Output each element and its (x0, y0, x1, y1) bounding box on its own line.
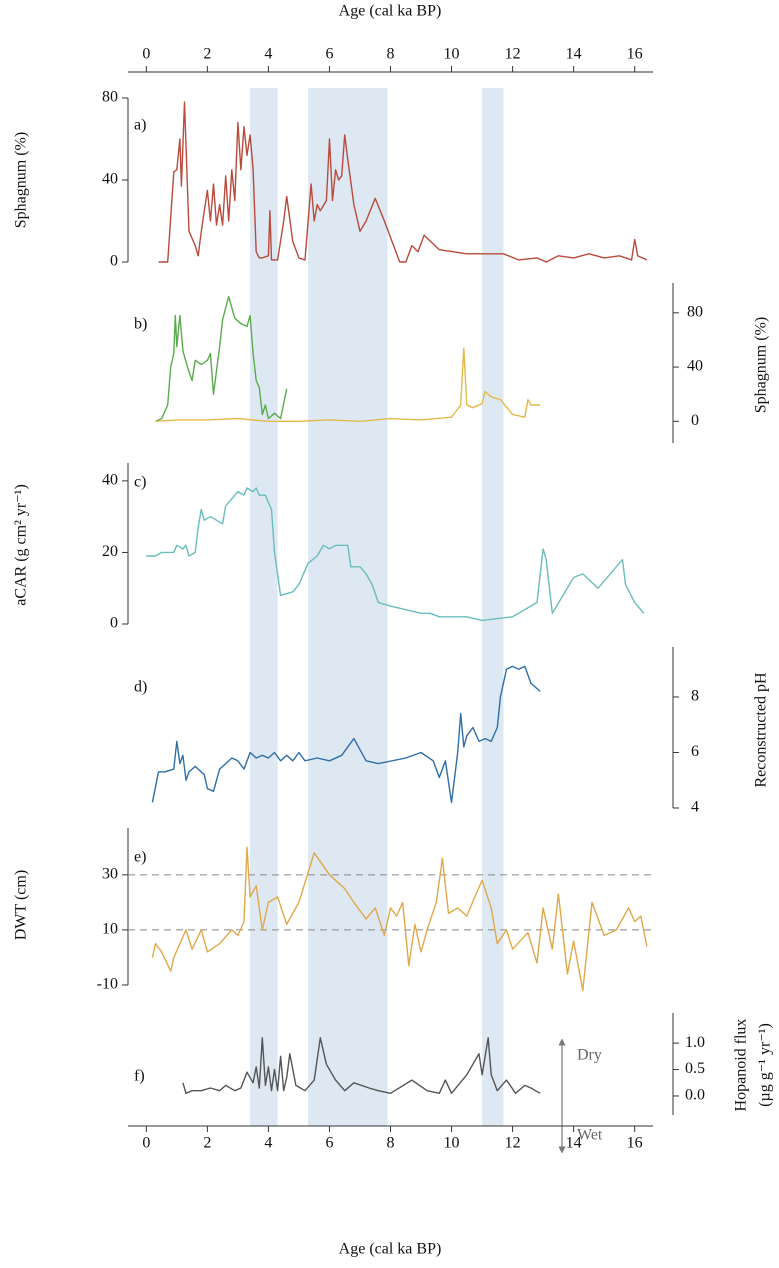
top-x-axis-title: Age (cal ka BP) (339, 3, 442, 20)
bottom-x-tick-label: 12 (505, 1135, 521, 1152)
panel-label: f) (134, 1068, 145, 1085)
y-tick-label: 40 (102, 171, 118, 188)
y-tick-label: 10 (102, 921, 118, 938)
highlight-band (250, 88, 278, 1126)
bottom-x-tick-label: 0 (142, 1135, 150, 1152)
data-line (151, 665, 541, 804)
panel-label: d) (134, 679, 147, 696)
top-x-tick-label: 6 (325, 46, 333, 63)
data-line (158, 101, 648, 263)
highlight-bands (250, 88, 504, 1126)
bottom-x-tick-label: 8 (387, 1135, 395, 1152)
top-x-tick-label: 0 (142, 46, 150, 63)
top-x-tick-label: 8 (387, 46, 395, 63)
panel-label: e) (134, 849, 146, 866)
y-tick-label: 0.0 (685, 1087, 705, 1104)
top-x-tick-label: 16 (627, 46, 643, 63)
y-tick-label: 0 (691, 412, 699, 429)
annotation: Dry (577, 1047, 602, 1064)
top-x-tick-label: 12 (505, 46, 521, 63)
y-tick-label: 0 (110, 253, 118, 270)
panel-label: a) (134, 117, 146, 134)
data-line (155, 347, 541, 422)
y-tick-label: 1.0 (685, 1034, 705, 1051)
bottom-x-tick-label: 16 (627, 1135, 643, 1152)
y-tick-label: 0.5 (685, 1060, 705, 1077)
bottom-x-tick-label: 14 (566, 1135, 582, 1152)
y-tick-label: 4 (691, 799, 699, 816)
y-axis-title: DWT (cm) (13, 870, 30, 940)
data-line (146, 487, 645, 622)
bottom-x-tick-label: 6 (325, 1135, 333, 1152)
y-tick-label: 20 (102, 543, 118, 560)
y-tick-label: 40 (687, 358, 703, 375)
bottom-x-axis-title: Age (cal ka BP) (339, 1241, 442, 1258)
y-axis-title: Reconstructed pH (753, 672, 770, 788)
y-tick-label: 30 (102, 865, 118, 882)
highlight-band (308, 88, 388, 1126)
y-tick-label: 0 (110, 615, 118, 632)
annotation: Wet (577, 1127, 603, 1144)
y-tick-label: 80 (687, 304, 703, 321)
bottom-x-tick-label: 2 (203, 1135, 211, 1152)
top-x-tick-label: 10 (444, 46, 460, 63)
y-tick-label: 8 (691, 688, 699, 705)
panel-label: c) (134, 474, 146, 491)
y-axis-title: Hopanoid flux (733, 1019, 750, 1112)
y-tick-label: 6 (691, 743, 699, 760)
data-line (155, 295, 288, 422)
top-x-tick-label: 2 (203, 46, 211, 63)
bottom-x-tick-label: 10 (444, 1135, 460, 1152)
panel-label: b) (134, 316, 147, 333)
highlight-band (482, 88, 504, 1126)
top-x-tick-label: 14 (566, 46, 582, 63)
y-axis-title: (µg g⁻¹ yr⁻¹) (757, 1023, 774, 1107)
y-tick-label: -10 (97, 976, 118, 993)
data-line (182, 1037, 541, 1094)
y-axis-title: Sphagnum (%) (753, 317, 770, 413)
y-tick-label: 40 (102, 472, 118, 489)
top-x-tick-label: 4 (264, 46, 272, 63)
bottom-x-tick-label: 4 (264, 1135, 272, 1152)
y-axis-title: aCAR (g cm² yr⁻¹) (13, 484, 30, 606)
y-tick-label: 80 (102, 89, 118, 106)
data-line (151, 846, 648, 992)
y-axis-title: Sphagnum (%) (13, 132, 30, 228)
